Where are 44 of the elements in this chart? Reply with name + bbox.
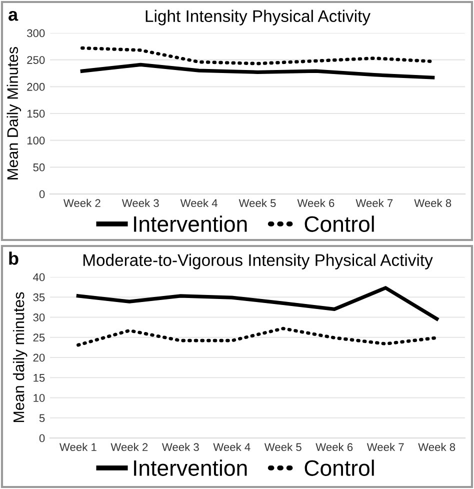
legend-label: Control <box>304 216 374 232</box>
y-tick-label: 15 <box>34 374 45 382</box>
y-tick-label: 50 <box>33 163 45 172</box>
line-series <box>76 286 439 321</box>
y-tick-label: 100 <box>27 136 45 144</box>
x-tick-label: Week 4 <box>213 442 250 452</box>
x-tick-label: Week 7 <box>356 198 393 208</box>
x-tick-label: Week 7 <box>366 442 404 452</box>
legend-label: Intervention <box>134 216 247 232</box>
x-tick-label: Week 2 <box>110 442 148 452</box>
y-tick-label: 0 <box>39 434 45 442</box>
y-tick-label: 10 <box>34 394 45 402</box>
y-axis-title: Mean Daily Minutes <box>6 46 22 180</box>
legend-label: Control <box>304 460 374 476</box>
x-tick-label: Week 8 <box>418 442 456 452</box>
line-series <box>76 326 438 347</box>
text: b <box>9 252 18 265</box>
y-axis-title: Mean daily minutes <box>12 292 28 422</box>
y-tick-label: 5 <box>39 414 45 422</box>
chart-title: Light Intensity Physical Activity <box>146 10 370 26</box>
x-tick-label: Week 6 <box>297 198 334 208</box>
x-tick-label: Week 3 <box>122 198 159 208</box>
x-tick-label: Week 5 <box>264 442 302 452</box>
line-series <box>80 62 435 80</box>
y-tick-label: 200 <box>27 82 45 91</box>
x-tick-label: Week 3 <box>162 442 199 452</box>
x-tick-label: Week 8 <box>414 198 452 208</box>
y-tick-label: 35 <box>33 293 45 302</box>
legend-label: Intervention <box>134 460 247 476</box>
x-tick-label: Week 1 <box>59 442 96 452</box>
y-tick-label: 40 <box>33 273 45 282</box>
x-tick-label: Week 4 <box>180 198 218 208</box>
chart-title: Moderate-to-Vigorous Intensity Physical Activity <box>83 254 433 270</box>
y-tick-label: 0 <box>39 190 45 198</box>
x-tick-label: Week 5 <box>238 198 276 208</box>
x-tick-label: Week 6 <box>316 442 353 452</box>
y-tick-label: 20 <box>33 354 45 362</box>
x-tick-label: Week 2 <box>63 198 100 208</box>
y-tick-label: 30 <box>33 314 45 322</box>
text: a <box>8 10 18 21</box>
y-tick-label: 300 <box>27 29 45 38</box>
y-tick-label: 150 <box>27 110 45 118</box>
y-tick-label: 250 <box>27 56 45 64</box>
y-tick-label: 25 <box>33 334 45 342</box>
